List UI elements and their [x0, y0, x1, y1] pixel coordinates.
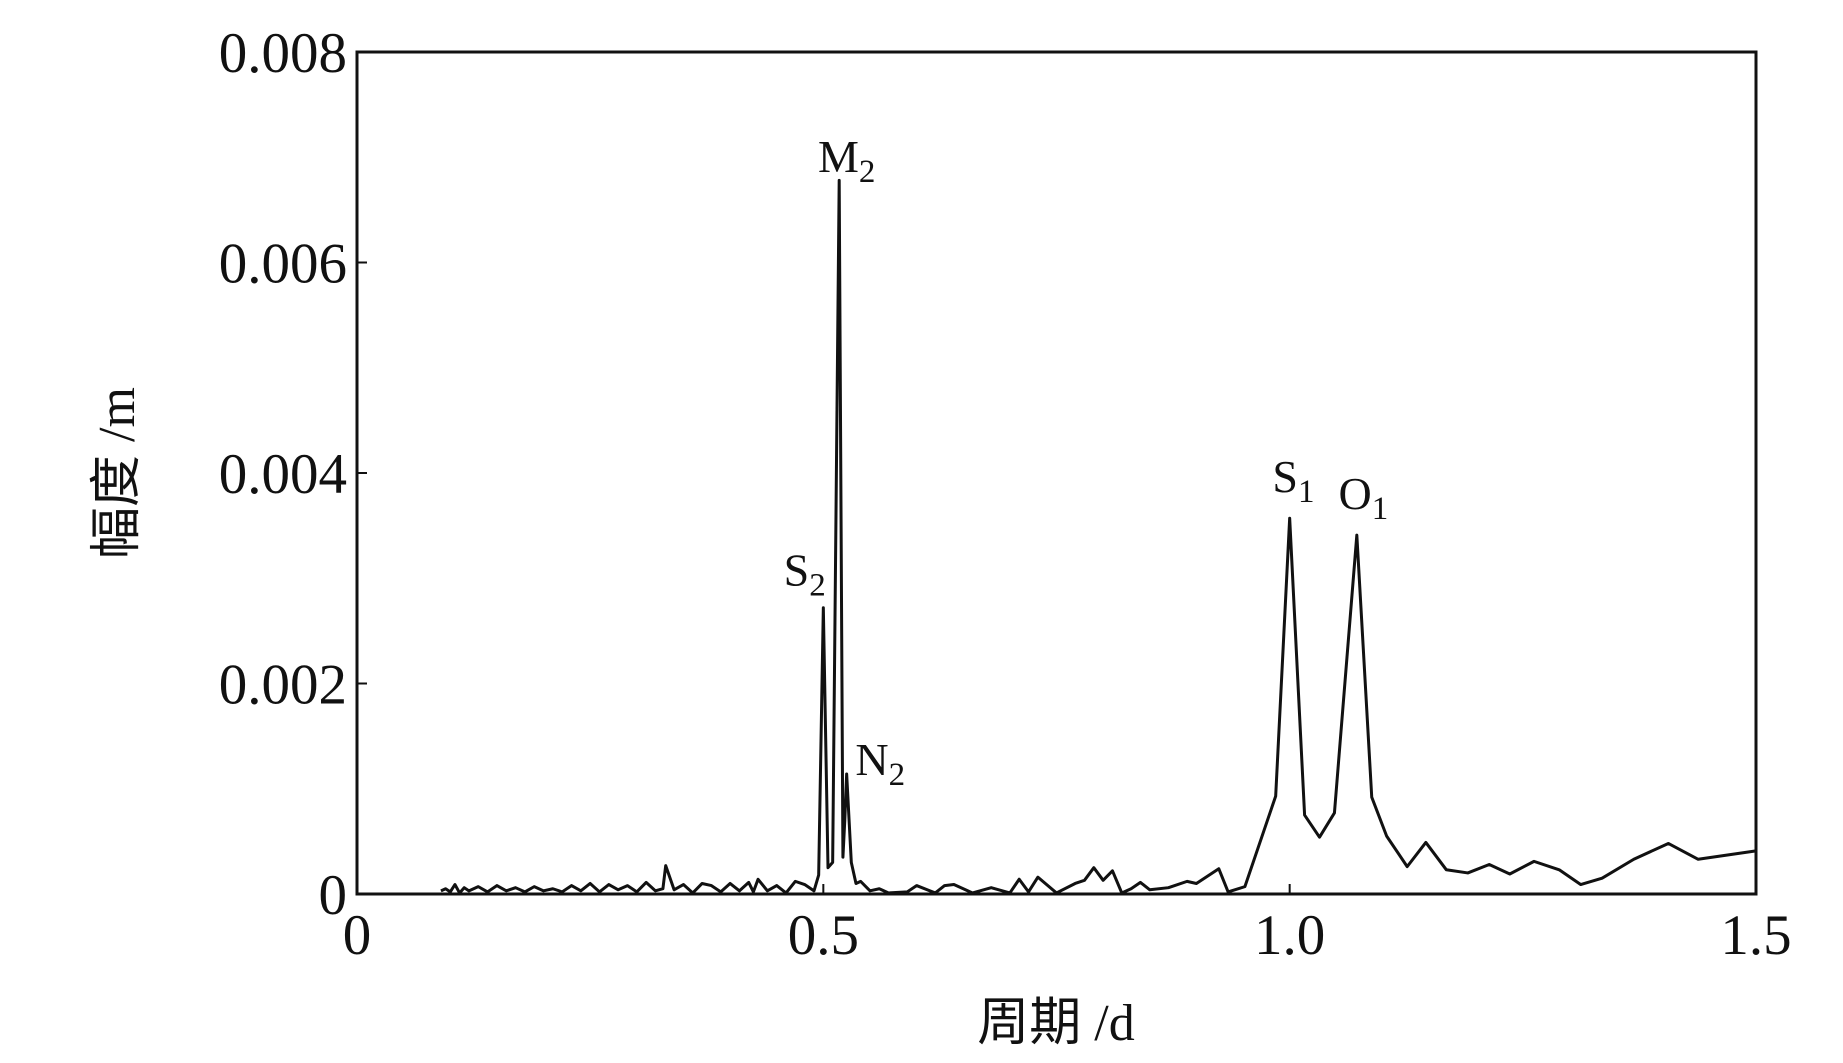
y-tick-label: 0.006 — [219, 233, 347, 296]
peak-label: M2 — [818, 131, 875, 190]
x-tick-label: 0 — [343, 904, 372, 967]
peak-label: S1 — [1272, 451, 1314, 510]
peak-label-subscript: 2 — [859, 154, 876, 190]
peak-label-main: S — [784, 545, 810, 596]
x-axis-title: 周期 /d — [977, 995, 1134, 1052]
y-tick-label: 0.004 — [219, 443, 347, 506]
peak-label: S2 — [784, 545, 826, 604]
y-axis-title: 幅度 /m — [89, 387, 146, 559]
peak-label-subscript: 1 — [1372, 491, 1389, 527]
peak-label: N2 — [855, 734, 905, 793]
peak-label-subscript: 2 — [809, 568, 826, 604]
peak-label-main: S — [1272, 451, 1298, 502]
x-tick-label: 0.5 — [788, 904, 859, 967]
y-tick-label: 0.002 — [219, 654, 347, 717]
peak-label-main: N — [855, 734, 888, 785]
y-tick-label: 0 — [319, 864, 348, 927]
x-tick-label: 1.5 — [1720, 904, 1791, 967]
data-line — [440, 178, 1757, 895]
peak-label-main: M — [818, 131, 859, 182]
peak-label-main: O — [1338, 468, 1371, 519]
peak-label-subscript: 2 — [889, 757, 906, 793]
peak-label-subscript: 1 — [1298, 474, 1315, 510]
plot-frame — [355, 50, 1758, 896]
x-tick-label: 1.0 — [1254, 904, 1325, 967]
y-tick-label: 0.008 — [219, 22, 347, 85]
peak-label: O1 — [1338, 468, 1388, 527]
